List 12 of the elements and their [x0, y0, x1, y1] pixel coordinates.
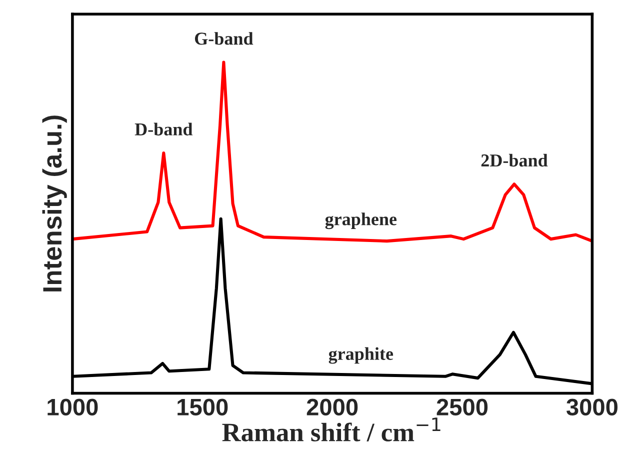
annotation: 2D-band: [481, 154, 548, 167]
annotation: D-band: [134, 122, 193, 136]
x-tick-label: 1500: [178, 398, 228, 416]
x-axis-title: Raman shift / cm$^{−1}$: [222, 418, 440, 442]
y-axis-title: Intensity (a.u.): [42, 116, 67, 292]
x-tick-label: 2500: [436, 398, 488, 416]
x-tick-label: 1000: [48, 398, 98, 416]
x-tick-label: 2000: [306, 398, 358, 416]
x-tick-label: 3000: [566, 398, 618, 416]
series-label: graphene: [325, 212, 397, 230]
series-label: graphite: [328, 347, 394, 364]
annotation: G-band: [194, 32, 254, 45]
